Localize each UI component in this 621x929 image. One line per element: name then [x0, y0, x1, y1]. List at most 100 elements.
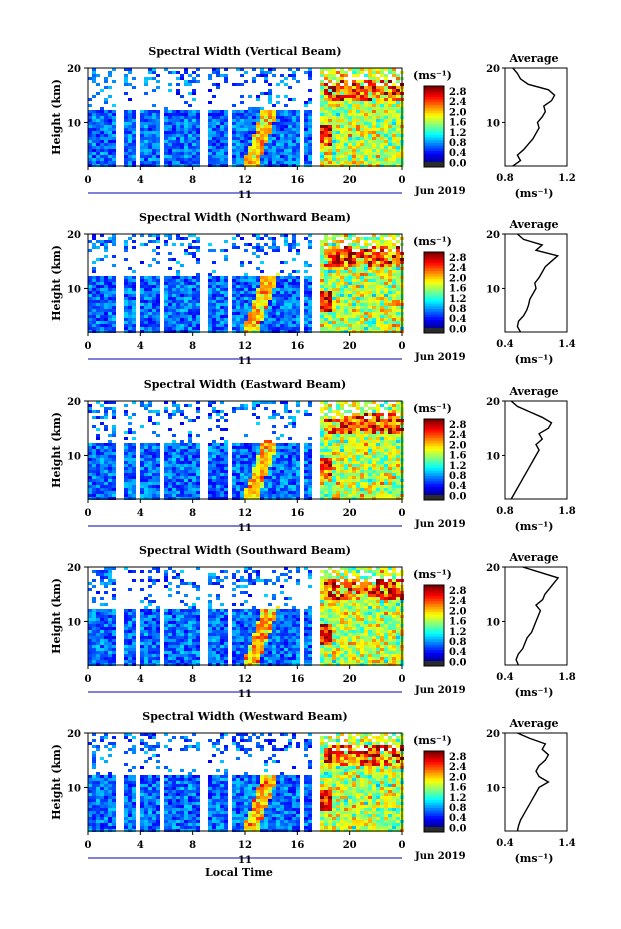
heatmap-cell — [128, 288, 132, 291]
heatmap-cell — [304, 306, 308, 309]
heatmap-cell — [172, 282, 176, 285]
heatmap-cell — [352, 146, 356, 149]
heatmap-cell — [184, 473, 188, 476]
x-tick-label: 12 — [238, 175, 252, 186]
heatmap-cell — [156, 294, 160, 297]
heatmap-cell — [240, 485, 244, 488]
heatmap-cell — [180, 470, 184, 473]
heatmap-cell — [340, 455, 344, 458]
heatmap-cell — [92, 158, 96, 161]
heatmap-cell — [148, 264, 152, 267]
heatmap-cell — [360, 288, 364, 291]
heatmap-cell — [380, 125, 384, 128]
heatmap-cell — [168, 161, 172, 164]
heatmap-cell — [88, 470, 92, 473]
heatmap-cell — [388, 243, 392, 246]
heatmap-cell — [168, 491, 172, 494]
heatmap-cell — [220, 410, 224, 413]
heatmap-cell — [324, 68, 328, 71]
heatmap-cell — [184, 312, 188, 315]
heatmap-cell — [376, 261, 380, 264]
heatmap-cell — [296, 300, 300, 303]
heatmap-cell — [216, 149, 220, 152]
heatmap-cell — [100, 315, 104, 318]
heatmap-cell — [392, 261, 396, 264]
heatmap-cell — [88, 473, 92, 476]
heatmap-cell — [304, 149, 308, 152]
heatmap-cell — [196, 443, 200, 446]
heatmap-cell — [132, 149, 136, 152]
heatmap-cell — [284, 261, 288, 264]
heatmap-cell — [220, 437, 224, 440]
heatmap-cell — [352, 452, 356, 455]
heatmap-cell — [340, 134, 344, 137]
heatmap-cell — [176, 92, 180, 95]
heatmap-cell — [344, 161, 348, 164]
heatmap-cell — [376, 246, 380, 249]
heatmap-cell — [124, 476, 128, 479]
heatmap-cell — [188, 243, 192, 246]
heatmap-cell — [96, 327, 100, 330]
heatmap-cell — [88, 294, 92, 297]
heatmap-cell — [332, 473, 336, 476]
heatmap-cell — [368, 113, 372, 116]
heatmap-cell — [132, 491, 136, 494]
heatmap-cell — [176, 321, 180, 324]
heatmap-cell — [156, 327, 160, 330]
colorbar-segment — [424, 260, 444, 264]
heatmap-cell — [348, 410, 352, 413]
heatmap-cell — [260, 315, 264, 318]
heatmap-cell — [256, 146, 260, 149]
heatmap-cell — [100, 161, 104, 164]
heatmap-cell — [212, 140, 216, 143]
heatmap-cell — [240, 473, 244, 476]
heatmap-cell — [220, 134, 224, 137]
heatmap-cell — [284, 128, 288, 131]
heatmap-cell — [332, 443, 336, 446]
heatmap-cell — [144, 446, 148, 449]
heatmap-cell — [324, 261, 328, 264]
heatmap-cell — [332, 155, 336, 158]
heatmap-cell — [88, 452, 92, 455]
heatmap-cell — [260, 131, 264, 134]
heatmap-cell — [364, 89, 368, 92]
heatmap-cell — [360, 152, 364, 155]
colorbar-segment — [424, 129, 444, 133]
heatmap-cell — [192, 125, 196, 128]
heatmap-cell — [100, 479, 104, 482]
heatmap-cell — [128, 455, 132, 458]
heatmap-cell — [164, 288, 168, 291]
heatmap-cell — [372, 116, 376, 119]
heatmap-cell — [324, 243, 328, 246]
heatmap-cell — [296, 80, 300, 83]
heatmap-cell — [168, 446, 172, 449]
heatmap-cell — [108, 294, 112, 297]
heatmap-cell — [280, 110, 284, 113]
heatmap-cell — [192, 446, 196, 449]
heatmap-cell — [180, 452, 184, 455]
heatmap-cell — [188, 113, 192, 116]
heatmap-cell — [284, 324, 288, 327]
heatmap-cell — [128, 294, 132, 297]
heatmap-cell — [124, 110, 128, 113]
heatmap-cell — [360, 161, 364, 164]
heatmap-cell — [260, 161, 264, 164]
heatmap-cell — [112, 306, 116, 309]
heatmap-cell — [288, 473, 292, 476]
heatmap-cell — [224, 119, 228, 122]
heatmap-cell — [156, 128, 160, 131]
heatmap-cell — [124, 482, 128, 485]
heatmap-cell — [92, 125, 96, 128]
heatmap-cell — [332, 116, 336, 119]
heatmap-cell — [348, 437, 352, 440]
heatmap-cell — [208, 306, 212, 309]
heatmap-cell — [296, 291, 300, 294]
heatmap-cell — [256, 291, 260, 294]
heatmap-cell — [124, 321, 128, 324]
heatmap-cell — [340, 98, 344, 101]
heatmap-cell — [248, 452, 252, 455]
heatmap-cell — [340, 279, 344, 282]
heatmap-cell — [340, 255, 344, 258]
colorbar-segment — [424, 271, 444, 275]
heatmap-cell — [392, 134, 396, 137]
